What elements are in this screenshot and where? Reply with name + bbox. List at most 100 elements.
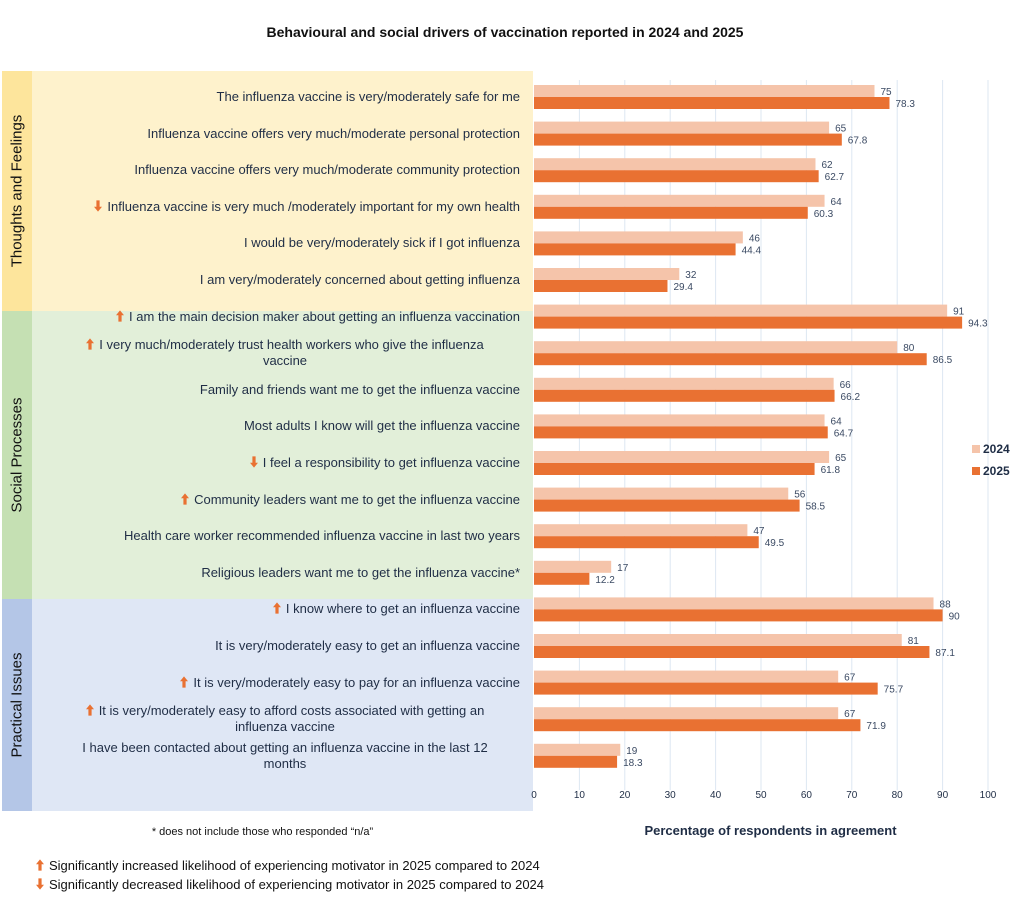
x-tick-label: 70 [846, 790, 858, 801]
bar-2025 [534, 206, 808, 219]
arrow-up-icon [181, 492, 190, 505]
category-label: I would be very/moderately sick if I got… [50, 235, 520, 251]
bar-2024 [534, 487, 789, 500]
category-label-text: I would be very/moderately sick if I got… [243, 235, 520, 251]
bar-2024 [534, 414, 825, 427]
bar-2025 [534, 97, 890, 109]
category-label-line: I would be very/moderately sick if I got… [50, 235, 520, 251]
category-label-line: I very much/moderately trust health work… [50, 337, 520, 353]
legend-item-2024: 2024 [972, 442, 1010, 456]
category-label-line: Community leaders want me to get the inf… [50, 492, 520, 508]
category-label: It is very/moderately easy to get an inf… [50, 638, 520, 654]
arrow-down-icon [94, 200, 103, 212]
data-label-2024: 81 [908, 636, 920, 647]
data-label-2025: 94.3 [968, 319, 988, 330]
category-label-text: influenza vaccine [235, 719, 335, 735]
data-label-2024: 88 [940, 599, 952, 610]
category-label: I am the main decision maker about getti… [50, 309, 520, 325]
data-label-2024: 67 [844, 673, 856, 684]
category-label-line: It is very/moderately easy to pay for an… [50, 675, 520, 691]
bar-2024 [534, 341, 898, 354]
x-axis-title: Percentage of respondents in agreement [644, 823, 897, 838]
arrow-up-icon [85, 704, 94, 716]
data-label-2025: 75.7 [884, 685, 904, 696]
category-label-text: I am very/moderately concerned about get… [199, 272, 520, 287]
bar-2024 [534, 377, 834, 390]
legend-label-2025: 2025 [983, 464, 1010, 478]
bar-2025 [534, 463, 815, 475]
x-tick-label: 50 [755, 790, 767, 801]
bar-2025 [534, 389, 835, 402]
chart-title: Behavioural and social drivers of vaccin… [266, 24, 744, 40]
category-label: I feel a responsibility to get influenza… [50, 455, 520, 471]
category-label: Most adults I know will get the influenz… [50, 418, 520, 434]
x-tick-label: 100 [980, 790, 997, 801]
data-label-2024: 65 [835, 453, 847, 464]
bar-2025 [534, 280, 668, 292]
category-label: It is very/moderately easy to pay for an… [50, 675, 520, 691]
category-label: Influenza vaccine offers very much/moder… [50, 162, 520, 178]
data-label-2025: 49.5 [765, 538, 785, 549]
category-label-text: Community leaders want me to get the inf… [194, 491, 520, 507]
data-label-2025: 44.4 [742, 245, 762, 256]
bar-2025 [534, 499, 800, 512]
bar-2025 [534, 426, 828, 439]
bar-2024 [534, 451, 830, 463]
data-label-2025: 86.5 [933, 355, 953, 366]
category-label-line: I know where to get an influenza vaccine [50, 601, 520, 617]
x-tick-label: 20 [619, 790, 631, 801]
category-label: I have been contacted about getting an i… [50, 740, 520, 772]
category-label-text: I am the main decision maker about getti… [129, 308, 520, 324]
category-label-text: Influenza vaccine offers very much/moder… [147, 125, 520, 141]
bar-2025 [534, 353, 927, 366]
arrow-up-icon [116, 309, 125, 322]
category-label-line: Influenza vaccine offers very much/moder… [50, 162, 520, 178]
category-label: The influenza vaccine is very/moderately… [50, 89, 520, 105]
data-label-2025: 18.3 [623, 758, 643, 769]
data-label-2024: 32 [685, 270, 697, 281]
data-label-2025: 60.3 [814, 209, 834, 220]
bar-2024 [534, 597, 934, 610]
category-label: I know where to get an influenza vaccine [50, 601, 520, 617]
category-label-text: I know where to get an influenza vaccine [285, 601, 520, 617]
category-label: Influenza vaccine offers very much/moder… [50, 126, 520, 142]
bar-2025 [534, 170, 819, 183]
group-label-strip: Practical Issues [2, 599, 32, 811]
group-label: Practical Issues [8, 652, 26, 758]
x-tick-label: 60 [801, 790, 813, 801]
category-label: Religious leaders want me to get the inf… [50, 565, 520, 581]
arrow-down-icon [249, 456, 258, 468]
category-label: Family and friends want me to get the in… [50, 382, 520, 398]
category-label: I very much/moderately trust health work… [50, 337, 520, 369]
category-label-text: Influenza vaccine is very much /moderate… [107, 198, 520, 214]
bar-2024 [534, 524, 748, 537]
data-label-2024: 64 [831, 197, 843, 208]
data-label-2024: 17 [617, 563, 629, 574]
category-label-text: I very much/moderately trust health work… [99, 337, 484, 353]
category-label-text: Influenza vaccine offers very much/moder… [134, 162, 520, 178]
legend-label-2024: 2024 [983, 442, 1010, 456]
group-label-strip: Social Processes [2, 311, 32, 599]
bar-2024 [534, 634, 902, 646]
data-label-2024: 19 [626, 746, 638, 757]
group-band-social-processes: Social Processes [2, 311, 533, 599]
category-label-line: months [50, 756, 520, 772]
arrow-up-icon [272, 602, 281, 614]
category-label-line: Most adults I know will get the influenz… [50, 418, 520, 434]
category-label-text: Health care worker recommended influenza… [124, 528, 520, 544]
bar-2024 [534, 743, 621, 756]
x-tick-label: 10 [574, 790, 586, 801]
data-label-2024: 56 [794, 490, 806, 501]
category-label-text: I feel a responsibility to get influenza… [262, 455, 520, 470]
data-label-2024: 64 [831, 416, 843, 427]
bar-2025 [534, 609, 943, 622]
category-label-text: Most adults I know will get the influenz… [243, 418, 520, 434]
bar-2024 [534, 670, 839, 683]
bar-2025 [534, 243, 736, 256]
data-label-2025: 62.7 [825, 172, 845, 183]
category-label-line: I am the main decision maker about getti… [50, 309, 520, 325]
category-label-text: It is very/moderately easy to afford cos… [98, 703, 485, 719]
data-label-2025: 87.1 [935, 648, 955, 659]
bar-2024 [534, 268, 680, 280]
category-label: Influenza vaccine is very much /moderate… [50, 199, 520, 215]
